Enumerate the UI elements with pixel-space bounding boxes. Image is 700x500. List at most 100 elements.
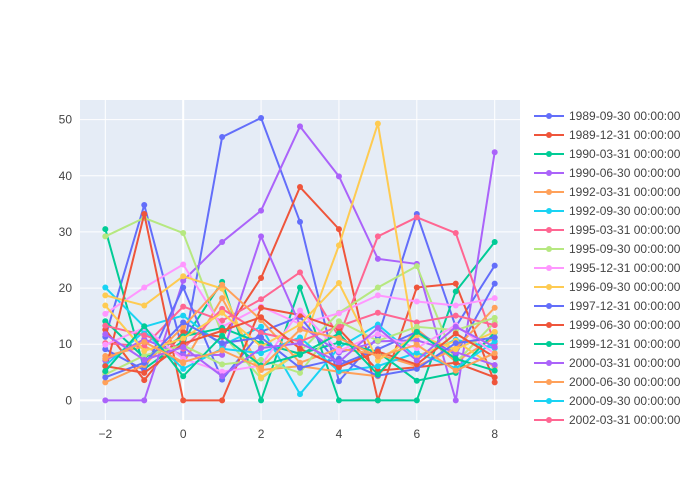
data-point[interactable] (141, 201, 148, 208)
data-point[interactable] (141, 210, 148, 217)
legend-item[interactable]: 2000-09-30 00:00:00 (534, 394, 681, 408)
data-point[interactable] (258, 323, 265, 330)
data-point[interactable] (374, 371, 381, 378)
data-point[interactable] (491, 304, 498, 311)
data-point[interactable] (335, 280, 342, 287)
data-point[interactable] (258, 397, 265, 404)
data-point[interactable] (297, 391, 303, 398)
data-point[interactable] (413, 323, 420, 330)
data-point[interactable] (102, 292, 109, 299)
data-point[interactable] (297, 359, 303, 366)
data-point[interactable] (102, 363, 109, 370)
data-point[interactable] (491, 295, 498, 302)
data-point[interactable] (180, 303, 187, 310)
legend-item[interactable]: 1989-09-30 00:00:00 (534, 109, 681, 123)
data-point[interactable] (219, 281, 226, 288)
data-point[interactable] (258, 334, 265, 341)
data-point[interactable] (452, 302, 459, 309)
data-point[interactable] (102, 397, 109, 404)
legend-item[interactable]: 1989-12-31 00:00:00 (534, 128, 681, 142)
data-point[interactable] (491, 344, 498, 351)
data-point[interactable] (180, 328, 187, 335)
data-point[interactable] (374, 324, 381, 331)
legend-item[interactable]: 2000-03-31 00:00:00 (534, 356, 681, 370)
data-point[interactable] (102, 318, 109, 325)
data-point[interactable] (219, 347, 226, 354)
data-point[interactable] (413, 341, 420, 348)
data-point[interactable] (452, 367, 459, 374)
data-point[interactable] (374, 331, 381, 338)
data-point[interactable] (297, 269, 303, 276)
data-point[interactable] (258, 345, 265, 352)
data-point[interactable] (258, 374, 265, 381)
data-point[interactable] (452, 346, 459, 353)
data-point[interactable] (180, 261, 187, 268)
data-point[interactable] (335, 335, 342, 342)
data-point[interactable] (297, 340, 303, 347)
data-point[interactable] (258, 364, 265, 371)
legend[interactable]: 1989-09-30 00:00:00 1989-12-31 00:00:00 19… (534, 109, 681, 427)
data-point[interactable] (335, 318, 342, 325)
data-point[interactable] (180, 365, 187, 372)
legend-item[interactable]: 1995-09-30 00:00:00 (534, 242, 681, 256)
legend-item[interactable]: 1995-03-31 00:00:00 (534, 223, 681, 237)
data-point[interactable] (413, 357, 420, 364)
data-point[interactable] (335, 364, 342, 371)
data-point[interactable] (491, 239, 498, 246)
data-point[interactable] (491, 367, 498, 374)
data-point[interactable] (491, 314, 498, 321)
data-point[interactable] (180, 312, 187, 319)
data-point[interactable] (141, 323, 148, 330)
data-point[interactable] (452, 330, 459, 337)
data-point[interactable] (335, 359, 342, 366)
data-point[interactable] (219, 373, 226, 380)
data-point[interactable] (297, 345, 303, 352)
data-point[interactable] (374, 309, 381, 316)
data-point[interactable] (180, 335, 187, 342)
data-point[interactable] (335, 339, 342, 346)
data-point[interactable] (491, 149, 498, 156)
data-point[interactable] (258, 114, 265, 121)
data-point[interactable] (491, 262, 498, 269)
legend-item[interactable]: 2002-03-31 00:00:00 (534, 413, 681, 427)
data-point[interactable] (141, 356, 148, 363)
data-point[interactable] (374, 284, 381, 291)
data-point[interactable] (335, 330, 342, 337)
data-point[interactable] (102, 284, 109, 291)
data-point[interactable] (374, 120, 381, 127)
data-point[interactable] (219, 368, 226, 375)
data-point[interactable] (141, 332, 148, 339)
data-point[interactable] (141, 377, 148, 384)
data-point[interactable] (297, 326, 303, 333)
data-point[interactable] (258, 350, 265, 357)
data-point[interactable] (258, 304, 265, 311)
data-point[interactable] (413, 349, 420, 356)
data-point[interactable] (297, 351, 303, 358)
series-22[interactable] (102, 323, 498, 380)
data-point[interactable] (141, 284, 148, 291)
data-point[interactable] (491, 322, 498, 329)
data-point[interactable] (374, 348, 381, 355)
data-point[interactable] (297, 184, 303, 191)
data-point[interactable] (141, 397, 148, 404)
data-point[interactable] (452, 312, 459, 319)
data-point[interactable] (374, 397, 381, 404)
data-point[interactable] (102, 302, 109, 309)
data-point[interactable] (297, 284, 303, 291)
data-point[interactable] (374, 233, 381, 240)
data-point[interactable] (452, 323, 459, 330)
data-point[interactable] (258, 356, 265, 363)
data-point[interactable] (180, 359, 187, 366)
data-point[interactable] (180, 277, 187, 284)
data-point[interactable] (297, 369, 303, 376)
data-point[interactable] (258, 233, 265, 240)
series-24[interactable] (102, 326, 498, 374)
legend-item[interactable]: 1997-12-31 00:00:00 (534, 299, 681, 313)
data-point[interactable] (141, 302, 148, 309)
data-point[interactable] (180, 373, 187, 380)
data-point[interactable] (491, 379, 498, 386)
data-point[interactable] (219, 351, 226, 358)
data-point[interactable] (180, 397, 187, 404)
data-point[interactable] (374, 363, 381, 370)
data-point[interactable] (452, 397, 459, 404)
